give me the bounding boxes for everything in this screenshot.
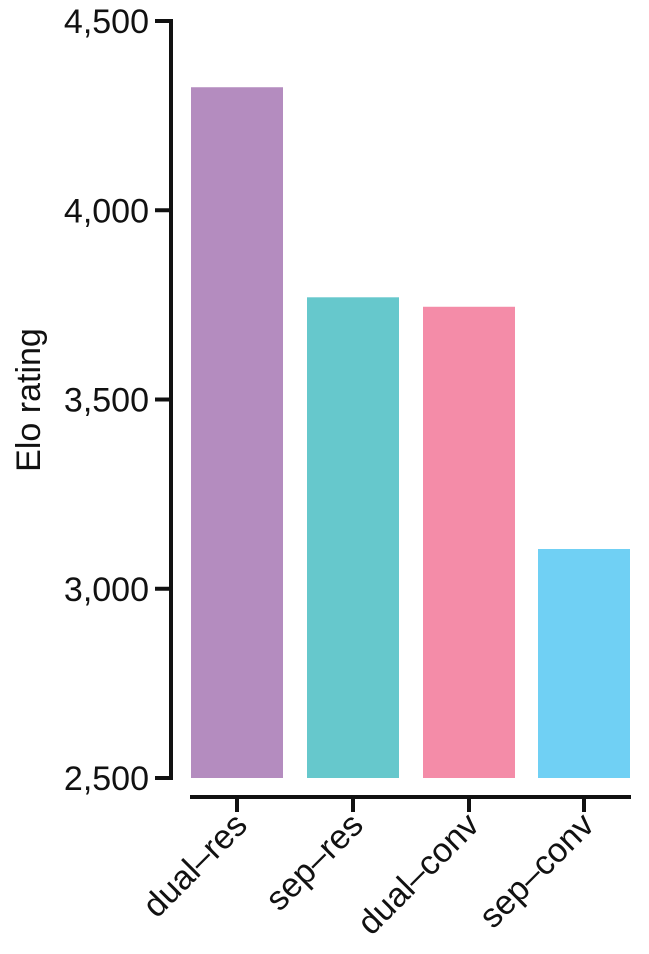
y-tick-label: 2,500 (64, 760, 149, 798)
y-axis-title: Elo rating (10, 328, 48, 472)
y-tick-label: 3,500 (64, 382, 149, 420)
bar-2 (423, 306, 515, 778)
bar-3 (538, 549, 630, 778)
y-ticks: 2,500 3,000 3,500 4,000 4,500 (64, 3, 171, 798)
y-tick-label: 4,000 (64, 192, 149, 230)
x-tick-label: dual–conv (350, 806, 486, 942)
bar-1 (307, 297, 399, 778)
y-tick-label: 4,500 (64, 3, 149, 41)
x-tick-label: dual–res (136, 806, 255, 925)
bars (191, 87, 630, 779)
bar-0 (191, 87, 283, 779)
x-tick-label: sep–conv (472, 806, 602, 936)
y-tick-label: 3,000 (64, 571, 149, 609)
x-tick-label: sep–res (258, 806, 370, 918)
